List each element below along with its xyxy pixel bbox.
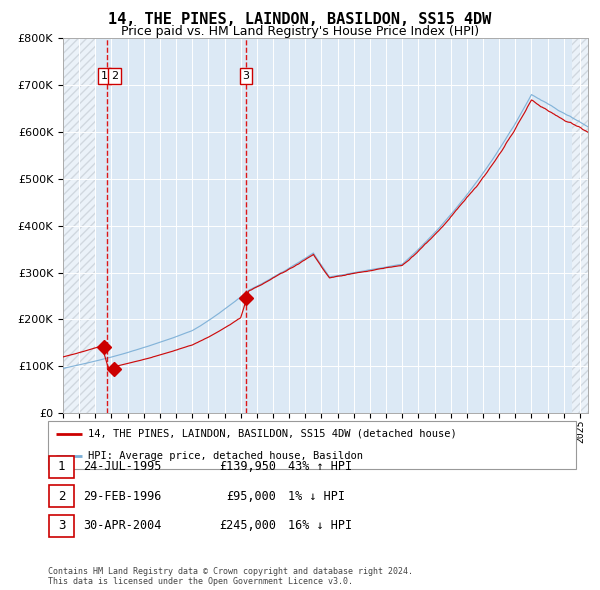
Text: 3: 3 [58, 519, 65, 532]
Text: 1: 1 [101, 71, 108, 81]
Text: 30-APR-2004: 30-APR-2004 [83, 519, 161, 532]
Text: 2: 2 [111, 71, 118, 81]
Text: 2: 2 [58, 490, 65, 503]
Text: £139,950: £139,950 [219, 460, 276, 473]
Text: 3: 3 [242, 71, 250, 81]
Text: Contains HM Land Registry data © Crown copyright and database right 2024.: Contains HM Land Registry data © Crown c… [48, 566, 413, 576]
Text: 14, THE PINES, LAINDON, BASILDON, SS15 4DW (detached house): 14, THE PINES, LAINDON, BASILDON, SS15 4… [88, 429, 457, 439]
Text: 1% ↓ HPI: 1% ↓ HPI [288, 490, 345, 503]
Text: 14, THE PINES, LAINDON, BASILDON, SS15 4DW: 14, THE PINES, LAINDON, BASILDON, SS15 4… [109, 12, 491, 27]
Text: HPI: Average price, detached house, Basildon: HPI: Average price, detached house, Basi… [88, 451, 362, 461]
Text: 24-JUL-1995: 24-JUL-1995 [83, 460, 161, 473]
Text: This data is licensed under the Open Government Licence v3.0.: This data is licensed under the Open Gov… [48, 577, 353, 586]
Text: £95,000: £95,000 [226, 490, 276, 503]
Text: 1: 1 [58, 460, 65, 473]
Text: 29-FEB-1996: 29-FEB-1996 [83, 490, 161, 503]
Text: 16% ↓ HPI: 16% ↓ HPI [288, 519, 352, 532]
Text: 43% ↑ HPI: 43% ↑ HPI [288, 460, 352, 473]
Text: £245,000: £245,000 [219, 519, 276, 532]
Text: Price paid vs. HM Land Registry's House Price Index (HPI): Price paid vs. HM Land Registry's House … [121, 25, 479, 38]
